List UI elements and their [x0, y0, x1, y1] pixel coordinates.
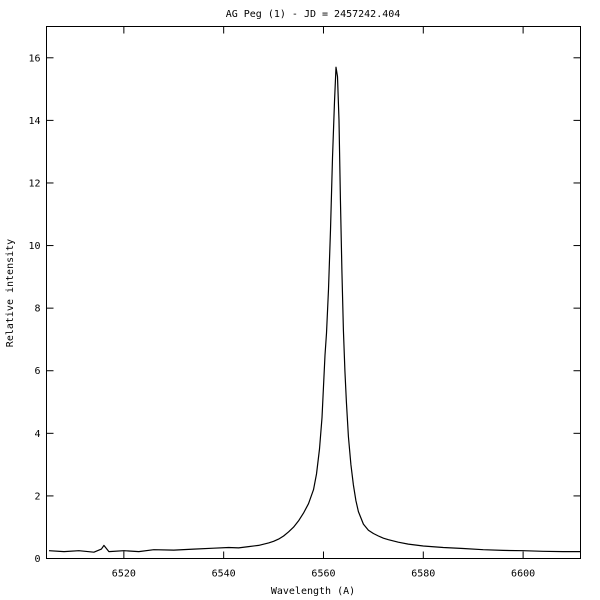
x-tick-label: 6560 [311, 569, 335, 580]
y-tick-label: 14 [28, 116, 40, 127]
x-axis-label: Wavelength (A) [271, 586, 355, 597]
y-tick-label: 10 [28, 241, 40, 252]
x-tick-label: 6600 [511, 569, 535, 580]
y-tick-label: 16 [28, 53, 40, 64]
y-tick-label: 0 [34, 554, 40, 565]
y-tick-label: 2 [34, 491, 40, 502]
y-axis-ticks: 0 2 4 6 8 10 12 14 16 [28, 53, 581, 565]
x-tick-label: 6540 [212, 569, 236, 580]
series-line [48, 66, 581, 553]
y-axis-label: Relative intensity [5, 239, 16, 347]
plot-frame [46, 26, 581, 559]
chart-title: AG Peg (1) - JD = 2457242.404 [226, 9, 401, 20]
y-tick-label: 4 [34, 429, 40, 440]
x-axis-ticks: 6520 6540 6560 6580 6600 [112, 26, 535, 580]
x-tick-label: 6580 [411, 569, 435, 580]
x-tick-label: 6520 [112, 569, 136, 580]
y-tick-label: 12 [28, 178, 40, 189]
y-tick-label: 6 [34, 366, 40, 377]
y-tick-label: 8 [34, 304, 40, 315]
